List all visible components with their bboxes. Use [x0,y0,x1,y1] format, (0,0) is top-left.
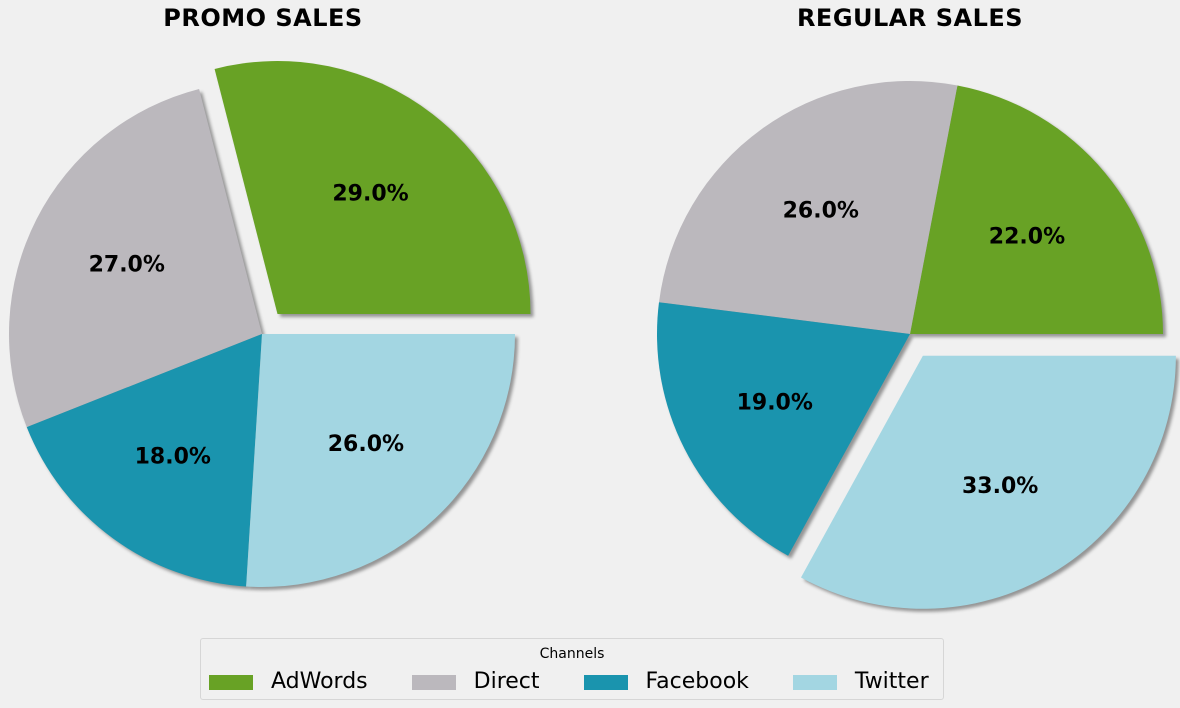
promo-sales-direct-pct-label: 27.0% [89,253,165,278]
legend-item-twitter: Twitter [792,669,929,694]
promo-sales-direct-wedge [8,88,262,428]
legend-items: AdWords Direct Facebook Twitter [209,671,929,693]
regular-sales-twitter-pct-label: 33.0% [962,474,1038,499]
promo-sales-facebook-wedge [26,334,263,587]
regular-sales-pie: 22.0% 26.0% 19.0% 33.0% [656,80,1179,612]
promo-sales-facebook-pct-label: 18.0% [135,444,211,469]
regular-sales-direct-pct-label: 26.0% [783,199,859,224]
regular-sales-title: REGULAR SALES [797,4,1023,32]
legend-swatch-facebook [583,674,628,690]
regular-sales-adwords-wedge [910,85,1163,334]
promo-sales-adwords-wedge [214,61,531,315]
promo-sales-title: PROMO SALES [163,4,362,32]
promo-sales-twitter-pct-label: 26.0% [328,432,404,457]
regular-sales-adwords-pct-label: 22.0% [989,225,1065,250]
regular-sales-direct-wedge [658,80,958,334]
legend-swatch-direct [411,674,456,690]
legend-item-adwords: AdWords [209,671,368,693]
legend-item-direct: Direct [411,669,540,694]
legend-label-twitter: Twitter [854,669,929,694]
legend-item-facebook: Facebook [583,669,749,694]
legend-label-facebook: Facebook [645,669,749,694]
legend-title: Channels [539,646,605,662]
promo-sales-adwords-pct-label: 29.0% [332,182,408,207]
legend-swatch-adwords [209,674,253,690]
legend-swatch-twitter [792,674,837,690]
legend-label-direct: Direct [473,669,540,694]
pie-charts: PROMO SALES REGULAR SALES 29.0% 27.0% 18.0… [8,4,1179,612]
regular-sales-facebook-pct-label: 19.0% [737,390,813,415]
legend: Channels AdWords Direct Facebook Twitter [200,638,944,700]
promo-sales-twitter-wedge [246,334,515,587]
legend-label-adwords: AdWords [271,669,368,694]
regular-sales-twitter-wedge [800,355,1176,609]
promo-sales-pie: 29.0% 27.0% 18.0% 26.0% [8,61,534,590]
regular-sales-facebook-wedge [656,302,910,556]
